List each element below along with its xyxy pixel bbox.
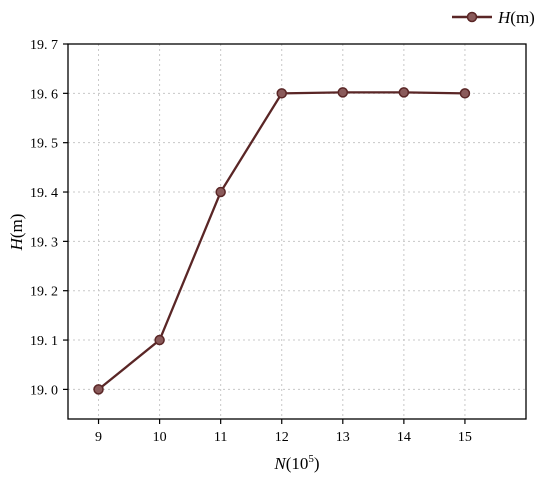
y-tick-label: 19. 4 xyxy=(30,186,58,201)
x-tick-labels: 9 10 11 12 13 14 15 xyxy=(95,430,472,445)
legend-label: H(m) xyxy=(497,8,535,27)
x-axis-title: N(105) xyxy=(273,453,319,473)
data-point xyxy=(215,186,226,198)
series-h xyxy=(93,87,471,395)
axis-ticks xyxy=(63,43,466,424)
data-point xyxy=(337,87,349,98)
x-tick-label: 11 xyxy=(214,430,227,445)
y-tick-label: 19. 1 xyxy=(30,334,58,349)
legend: H(m) xyxy=(452,8,535,27)
y-tick-label: 19. 0 xyxy=(30,383,58,398)
x-tick-label: 9 xyxy=(95,430,102,445)
data-point xyxy=(93,384,104,395)
y-tick-label: 19. 3 xyxy=(30,235,58,250)
plot-frame xyxy=(67,43,527,420)
x-tick-label: 12 xyxy=(275,430,289,445)
x-tick-label: 13 xyxy=(336,430,350,445)
data-point xyxy=(459,88,471,99)
y-tick-labels: 19. 0 19. 1 19. 2 19. 3 19. 4 19. 5 19. 6 19. 7 xyxy=(30,38,58,398)
x-tick-label: 14 xyxy=(397,430,411,445)
data-point xyxy=(276,88,287,99)
y-tick-label: 19. 7 xyxy=(30,38,58,53)
data-point xyxy=(154,334,165,346)
y-axis-title: H(m) xyxy=(7,214,26,252)
data-point xyxy=(398,87,410,98)
legend-marker xyxy=(466,11,478,23)
x-tick-label: 15 xyxy=(458,430,472,445)
y-tick-label: 19. 2 xyxy=(30,285,58,300)
grid-lines xyxy=(68,43,526,419)
y-tick-label: 19. 6 xyxy=(30,87,58,102)
y-tick-label: 19. 5 xyxy=(30,137,58,152)
x-tick-label: 10 xyxy=(153,430,167,445)
